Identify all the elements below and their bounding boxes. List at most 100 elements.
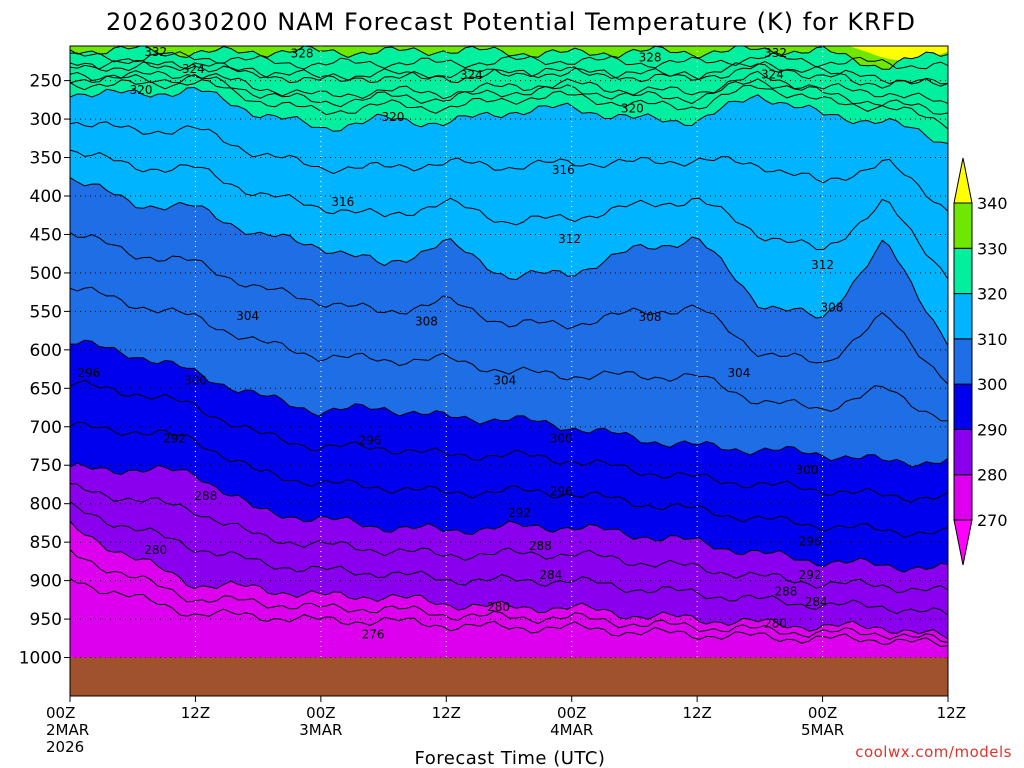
contour-line [70, 549, 948, 644]
contour-line [70, 70, 948, 104]
contour-line [70, 520, 948, 640]
plot-frame [69, 45, 949, 697]
colorbar-label: 300 [977, 375, 1008, 394]
colorbar-label: 290 [977, 420, 1008, 439]
contour-label: 280 [144, 543, 167, 557]
colorbar-label: 320 [977, 285, 1008, 304]
contour-label: 296 [550, 484, 573, 498]
x-tick-label: 12Z [181, 704, 210, 722]
colorbar-swatch [953, 383, 973, 430]
contour-label: 320 [382, 110, 405, 124]
colorbar-label: 310 [977, 330, 1008, 349]
x-tick-label: 12Z [682, 704, 711, 722]
contour-line [70, 51, 948, 70]
colorbar-swatch [953, 293, 973, 340]
plot-area: 332 328 328 332 324 324 324 320 320 320 316 316 312 3… [69, 45, 949, 697]
contour-label: 280 [764, 617, 787, 631]
contour-label: 304 [493, 374, 516, 388]
contour-label: 288 [194, 489, 217, 503]
contour-label: 292 [163, 431, 186, 445]
x-tick-label: 4MAR [550, 721, 593, 739]
colorbar-swatch-high [953, 157, 973, 204]
contour-line [70, 79, 948, 130]
contour-line [70, 177, 948, 347]
contour-label: 320 [621, 101, 644, 115]
y-tick-label: 800 [30, 495, 62, 515]
contour-label: 296 [77, 366, 100, 380]
contour-line [70, 232, 948, 385]
contour-line [70, 462, 948, 573]
contour-line [70, 60, 948, 85]
colorbar-swatch [953, 338, 973, 385]
y-tick-label: 850 [30, 533, 62, 553]
contour-label: 304 [236, 309, 259, 323]
contour-labels: 332 328 328 332 324 324 324 320 320 320 316 316 312 3… [77, 45, 843, 641]
contour-line [70, 74, 948, 115]
contour-line [70, 501, 948, 616]
y-tick-label: 1000 [19, 649, 62, 669]
contour-line [70, 286, 948, 422]
contour-line [70, 121, 948, 212]
contour-label: 308 [415, 314, 438, 328]
y-axis-pressure: 250 300 350 400 450 500 550 600 650 700 750 800 850 9… [19, 72, 70, 669]
y-tick-label: 650 [30, 379, 62, 399]
x-tick-label: 12Z [937, 704, 966, 722]
colorbar-label: 340 [977, 194, 1008, 213]
contour-label: 328 [291, 47, 314, 61]
contour-label: 332 [144, 45, 167, 59]
contour-label: 332 [764, 46, 787, 60]
y-tick-label: 300 [30, 110, 62, 130]
theta-fill-bands [70, 46, 948, 696]
contour-label: 284 [805, 595, 828, 609]
contour-label: 324 [182, 62, 205, 76]
contour-line [70, 149, 948, 280]
contour-label: 288 [529, 539, 552, 553]
contour-label: 292 [508, 506, 531, 520]
contour-label: 292 [799, 568, 822, 582]
y-tick-label: 700 [30, 418, 62, 438]
colorbar-label: 280 [977, 466, 1008, 485]
x-tick-label: 3MAR [299, 721, 342, 739]
contour-label: 312 [558, 232, 581, 246]
isentrope-contours [70, 46, 948, 648]
ground-fill [70, 657, 948, 696]
contour-label: 324 [460, 68, 483, 82]
y-tick-label: 250 [30, 72, 62, 92]
contour-label: 288 [775, 584, 798, 598]
contour-line [70, 86, 948, 144]
y-tick-label: 600 [30, 341, 62, 361]
chart-title: 2026030200 NAM Forecast Potential Temper… [106, 8, 916, 36]
contour-label: 280 [487, 600, 510, 614]
y-tick-label: 450 [30, 225, 62, 245]
x-tick-label: 2026 [46, 738, 84, 756]
contour-line [70, 339, 948, 468]
x-axis-label: Forecast Time (UTC) [415, 748, 606, 768]
colorbar-swatch [953, 474, 973, 521]
x-tick-label: 00Z [46, 704, 75, 722]
x-tick-label: 5MAR [801, 721, 844, 739]
contour-label: 300 [795, 463, 818, 477]
contour-label: 284 [539, 568, 562, 582]
contour-label: 300 [184, 374, 207, 388]
y-tick-label: 750 [30, 456, 62, 476]
y-tick-label: 350 [30, 149, 62, 169]
contour-label: 312 [811, 258, 834, 272]
colorbar-swatch-low [953, 519, 973, 566]
contour-label: 300 [550, 431, 573, 445]
colorbar-swatch [953, 202, 973, 249]
contour-label: 308 [821, 301, 844, 315]
x-tick-label: 00Z [306, 704, 335, 722]
x-tick-label: 00Z [557, 704, 586, 722]
contour-line [70, 379, 948, 503]
contour-label: 320 [130, 83, 153, 97]
x-tick-label: 12Z [432, 704, 461, 722]
ground-surface [70, 657, 948, 696]
colorbar-swatch [953, 247, 973, 295]
contour-label: 316 [552, 163, 575, 177]
y-tick-label: 500 [30, 264, 62, 284]
y-tick-label: 950 [30, 610, 62, 630]
y-tick-label: 550 [30, 302, 62, 322]
contour-line [70, 578, 948, 648]
